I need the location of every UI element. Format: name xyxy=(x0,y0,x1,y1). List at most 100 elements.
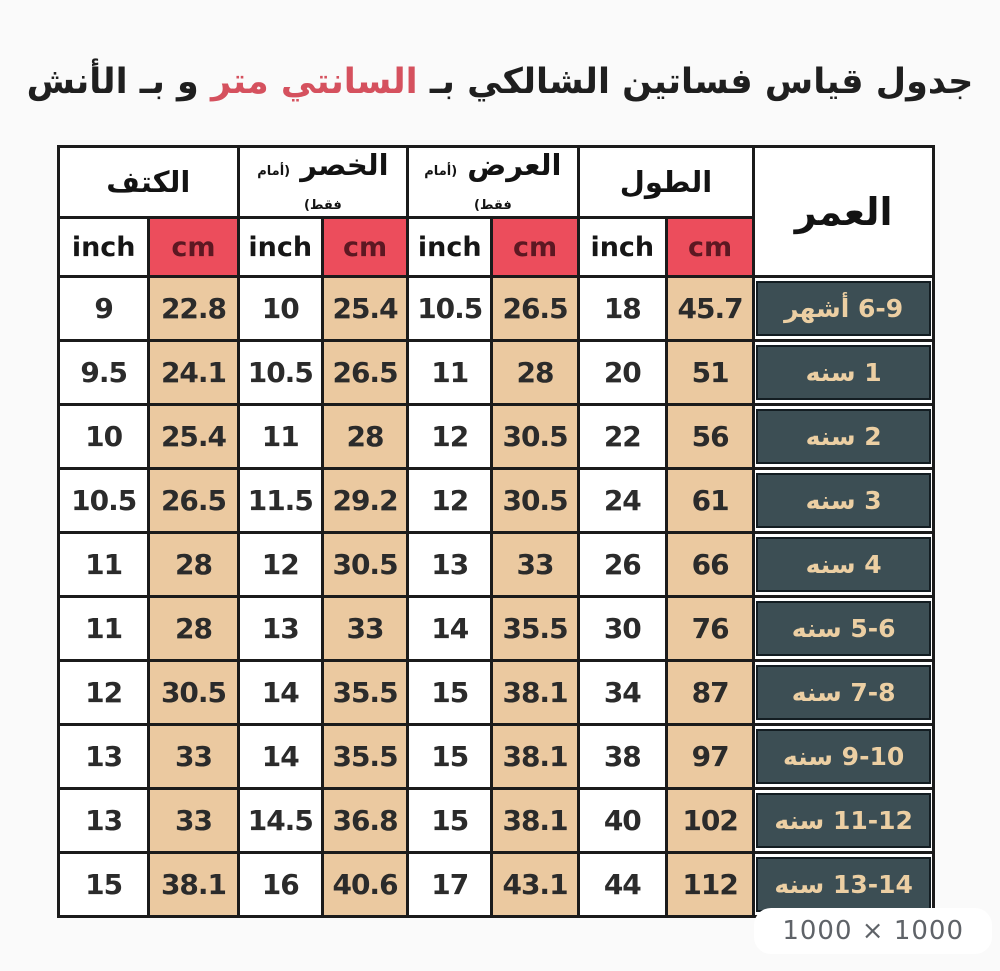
size-cell: 30 xyxy=(576,595,668,662)
age-cell: 4 سنه xyxy=(752,531,935,598)
size-cell: 15 xyxy=(56,851,151,918)
size-cell: 26 xyxy=(576,531,668,598)
size-badge: 1000 × 1000 xyxy=(754,908,992,954)
size-cell: 112 xyxy=(664,851,756,918)
title-part-b: و بـ الأنش xyxy=(26,62,200,102)
table-row: 10.5 26.5 11.5 29.2 12 30.5 24 61 3 سنه xyxy=(56,467,935,534)
size-cell: 40 xyxy=(576,787,668,854)
size-cell: 12 xyxy=(406,403,494,470)
unit-header-row: inch cm inch cm inch cm inch cm xyxy=(56,216,934,278)
size-cell: 9 xyxy=(56,275,151,342)
table-row: 15 38.1 16 40.6 17 43.1 44 112 13-14 سنه xyxy=(56,851,935,918)
size-cell: 11 xyxy=(56,595,151,662)
age-cell: 2 سنه xyxy=(752,403,935,470)
size-cell: 45.7 xyxy=(664,275,756,342)
size-cell: 10.5 xyxy=(56,467,151,534)
size-cell: 35.5 xyxy=(320,659,410,726)
size-cell: 30.5 xyxy=(490,403,580,470)
table-row: 13 33 14.5 36.8 15 38.1 40 102 11-12 سنه xyxy=(56,787,935,854)
title-highlight: السانتي متر xyxy=(211,62,418,102)
size-cell: 15 xyxy=(406,659,494,726)
size-cell: 44 xyxy=(576,851,668,918)
unit-header-inch: inch xyxy=(406,216,494,278)
table-row: 9 22.8 10 25.4 10.5 26.5 18 45.7 6-9 أشه… xyxy=(56,275,935,342)
age-cell: 1 سنه xyxy=(752,339,935,406)
unit-header-cm: cm xyxy=(490,216,580,278)
size-cell: 66 xyxy=(664,531,756,598)
table-row: 11 28 13 33 14 35.5 30 76 5-6 سنه xyxy=(56,595,935,662)
size-cell: 35.5 xyxy=(320,723,410,790)
size-cell: 26.5 xyxy=(490,275,580,342)
unit-header-inch: inch xyxy=(576,216,668,278)
unit-header-inch: inch xyxy=(236,216,324,278)
size-cell: 10.5 xyxy=(406,275,494,342)
size-cell: 14 xyxy=(406,595,494,662)
size-cell: 15 xyxy=(406,723,494,790)
size-cell: 33 xyxy=(147,723,240,790)
size-cell: 38.1 xyxy=(490,659,580,726)
size-cell: 16 xyxy=(236,851,324,918)
size-cell: 34 xyxy=(576,659,668,726)
size-cell: 10 xyxy=(236,275,324,342)
size-cell: 9.5 xyxy=(56,339,151,406)
col-group-waist: الخصر (أمام فقط) xyxy=(236,145,410,219)
size-cell: 56 xyxy=(664,403,756,470)
size-table: الكتف الخصر (أمام فقط) العرض (أمام فقط) … xyxy=(56,145,935,918)
table-row: 12 30.5 14 35.5 15 38.1 34 87 7-8 سنه xyxy=(56,659,935,726)
age-cell: 3 سنه xyxy=(752,467,935,534)
size-cell: 12 xyxy=(56,659,151,726)
age-header: العمر xyxy=(752,145,935,278)
size-cell: 17 xyxy=(406,851,494,918)
age-cell: 11-12 سنه xyxy=(752,787,935,854)
size-cell: 25.4 xyxy=(320,275,410,342)
size-cell: 22 xyxy=(576,403,668,470)
unit-header-cm: cm xyxy=(147,216,240,278)
size-cell: 25.4 xyxy=(147,403,240,470)
col-group-shoulder: الكتف xyxy=(57,145,240,219)
size-cell: 11 xyxy=(406,339,494,406)
size-cell: 87 xyxy=(664,659,756,726)
page-title: جدول قياس فساتين الشالكي بـ السانتي متر … xyxy=(0,62,1000,102)
age-cell: 9-10 سنه xyxy=(752,723,935,790)
size-cell: 61 xyxy=(664,467,756,534)
size-cell: 11 xyxy=(56,531,151,598)
col-group-length: الطول xyxy=(576,145,756,219)
size-cell: 40.6 xyxy=(320,851,410,918)
table-row: 11 28 12 30.5 13 33 26 66 4 سنه xyxy=(56,531,935,598)
size-cell: 11 xyxy=(236,403,324,470)
size-cell: 38.1 xyxy=(490,787,580,854)
size-cell: 29.2 xyxy=(320,467,410,534)
size-cell: 13 xyxy=(236,595,324,662)
size-cell: 26.5 xyxy=(320,339,410,406)
size-cell: 14 xyxy=(236,659,324,726)
size-cell: 12 xyxy=(236,531,324,598)
unit-header-inch: inch xyxy=(56,216,151,278)
size-cell: 18 xyxy=(576,275,668,342)
size-cell: 38.1 xyxy=(490,723,580,790)
size-cell: 43.1 xyxy=(490,851,580,918)
size-cell: 24.1 xyxy=(147,339,240,406)
size-cell: 13 xyxy=(406,531,494,598)
age-cell: 6-9 أشهر xyxy=(752,275,935,342)
size-cell: 30.5 xyxy=(320,531,410,598)
size-cell: 36.8 xyxy=(320,787,410,854)
size-cell: 10 xyxy=(56,403,151,470)
size-cell: 26.5 xyxy=(147,467,240,534)
size-cell: 20 xyxy=(576,339,668,406)
group-header-row: الكتف الخصر (أمام فقط) العرض (أمام فقط) … xyxy=(57,145,935,278)
table-row: 9.5 24.1 10.5 26.5 11 28 20 51 1 سنه xyxy=(56,339,935,406)
unit-header-cm: cm xyxy=(320,216,410,278)
size-cell: 51 xyxy=(664,339,756,406)
col-group-width: العرض (أمام فقط) xyxy=(406,145,580,219)
size-cell: 12 xyxy=(406,467,494,534)
size-cell: 28 xyxy=(147,595,240,662)
size-cell: 15 xyxy=(406,787,494,854)
size-cell: 38.1 xyxy=(147,851,240,918)
unit-header-cm: cm xyxy=(664,216,756,278)
size-cell: 13 xyxy=(56,787,151,854)
size-cell: 102 xyxy=(664,787,756,854)
size-cell: 30.5 xyxy=(147,659,240,726)
size-cell: 76 xyxy=(664,595,756,662)
age-cell: 7-8 سنه xyxy=(752,659,935,726)
size-cell: 38 xyxy=(576,723,668,790)
